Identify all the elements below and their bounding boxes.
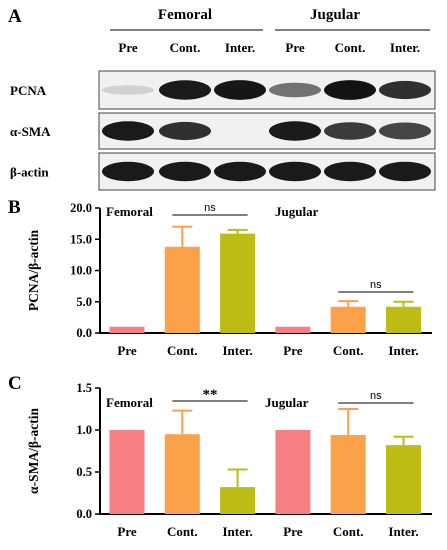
bar bbox=[330, 435, 366, 514]
bar bbox=[109, 326, 145, 333]
blot-band bbox=[102, 85, 154, 95]
blot-band bbox=[324, 80, 376, 100]
bar bbox=[386, 306, 421, 333]
y-axis-title: PCNA/β-actin bbox=[26, 229, 41, 311]
group-label: Femoral bbox=[106, 395, 153, 410]
lane-label: Pre bbox=[118, 40, 137, 55]
y-tick-label: 0.0 bbox=[76, 326, 92, 340]
blot-band bbox=[159, 161, 211, 182]
blot-band bbox=[379, 122, 431, 140]
x-tick-label: Pre bbox=[283, 524, 302, 539]
bar bbox=[330, 306, 366, 333]
x-tick-label: Cont. bbox=[333, 524, 364, 539]
significance-label: ns bbox=[370, 390, 382, 402]
significance-label: ** bbox=[202, 387, 217, 403]
group-label: Jugular bbox=[265, 395, 309, 410]
bar bbox=[275, 430, 311, 514]
blot-band bbox=[269, 121, 321, 141]
y-tick-label: 15.0 bbox=[70, 232, 92, 246]
blot-band bbox=[214, 161, 266, 182]
blot-band bbox=[269, 82, 321, 98]
x-tick-label: Pre bbox=[117, 343, 136, 358]
x-tick-label: Cont. bbox=[167, 343, 198, 358]
blot-strip: α-SMA bbox=[10, 112, 436, 150]
x-tick-label: Cont. bbox=[167, 524, 198, 539]
panel-c-letter: C bbox=[8, 373, 22, 394]
lane-label: Pre bbox=[285, 40, 304, 55]
blot-band bbox=[102, 121, 154, 141]
bar bbox=[386, 445, 421, 514]
x-tick-label: Inter. bbox=[388, 524, 418, 539]
bar bbox=[109, 430, 145, 514]
y-tick-label: 0.5 bbox=[76, 465, 92, 479]
blot-band bbox=[159, 80, 211, 100]
group-label-jugular: Jugular bbox=[310, 7, 360, 23]
lane-label: Cont. bbox=[335, 40, 366, 55]
x-tick-label: Pre bbox=[117, 524, 136, 539]
blot-label: PCNA bbox=[10, 83, 47, 98]
x-tick-label: Pre bbox=[283, 343, 302, 358]
lane-label: Inter. bbox=[225, 40, 255, 55]
bar bbox=[164, 246, 200, 333]
blot-band bbox=[324, 161, 376, 182]
blot-band bbox=[102, 161, 154, 182]
group-label: Jugular bbox=[275, 204, 319, 219]
bar bbox=[220, 233, 256, 333]
y-tick-label: 1.0 bbox=[76, 423, 92, 437]
x-tick-label: Cont. bbox=[333, 343, 364, 358]
significance-label: ns bbox=[204, 202, 216, 214]
y-tick-label: 10.0 bbox=[70, 264, 92, 278]
significance-label: ns bbox=[370, 279, 382, 291]
lane-label: Inter. bbox=[390, 40, 420, 55]
x-tick-label: Inter. bbox=[222, 524, 252, 539]
x-tick-label: Inter. bbox=[222, 343, 252, 358]
group-label-femoral: Femoral bbox=[158, 7, 212, 23]
y-tick-label: 5.0 bbox=[76, 295, 92, 309]
y-tick-label: 0.0 bbox=[76, 507, 92, 521]
bar bbox=[220, 487, 256, 514]
panel-a-letter: A bbox=[8, 6, 22, 27]
blot-band bbox=[324, 122, 376, 140]
bar bbox=[275, 326, 311, 333]
x-tick-label: Inter. bbox=[388, 343, 418, 358]
blot-band bbox=[379, 161, 431, 182]
y-tick-label: 20.0 bbox=[70, 201, 92, 215]
lane-label: Cont. bbox=[170, 40, 201, 55]
blot-strip: β-actin bbox=[10, 152, 436, 191]
blot-label: β-actin bbox=[10, 165, 49, 180]
y-axis-title: α-SMA/β-actin bbox=[26, 408, 41, 494]
blot-label: α-SMA bbox=[10, 124, 51, 139]
blot-strip: PCNA bbox=[10, 70, 436, 110]
blot-band bbox=[159, 121, 211, 141]
panel-b-letter: B bbox=[8, 197, 21, 218]
blot-band bbox=[379, 80, 431, 100]
bar bbox=[164, 434, 200, 514]
group-label: Femoral bbox=[106, 204, 153, 219]
y-tick-label: 1.5 bbox=[76, 381, 92, 395]
blot-band bbox=[214, 80, 266, 100]
blot-band bbox=[269, 161, 321, 182]
